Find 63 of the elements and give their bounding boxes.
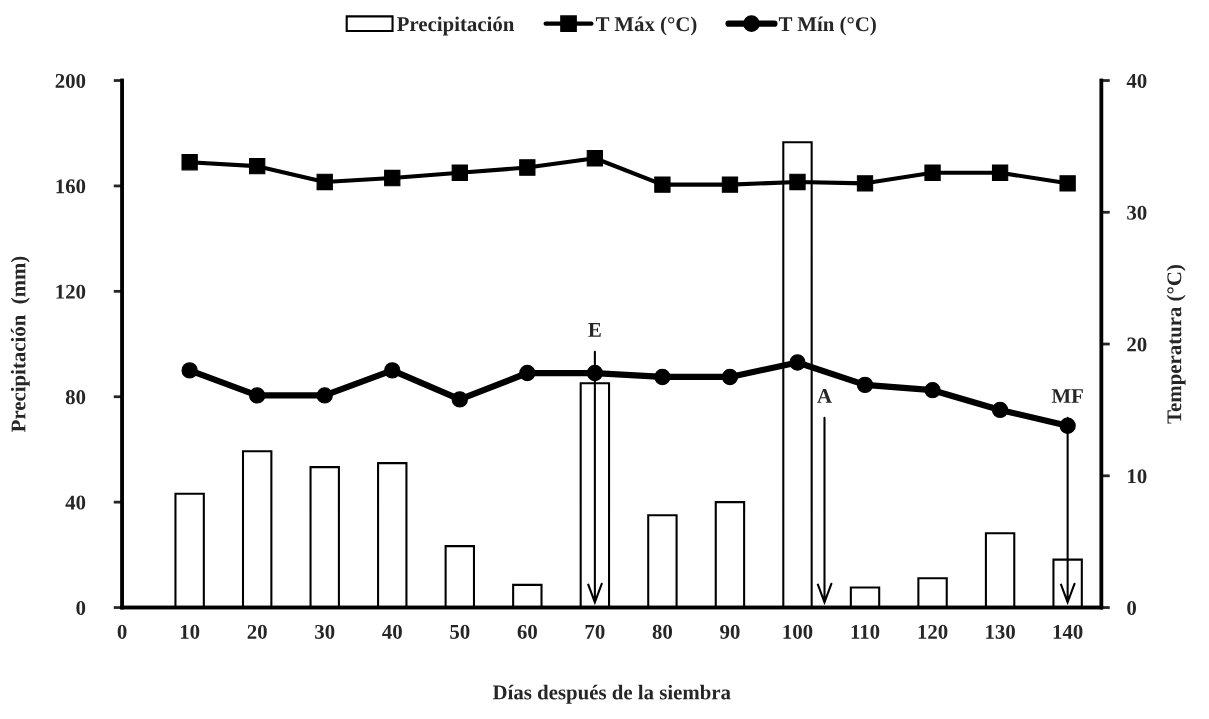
point bbox=[856, 175, 874, 192]
point bbox=[789, 173, 806, 191]
point bbox=[789, 354, 806, 371]
point bbox=[721, 368, 739, 386]
y2-axis-title: Temperatura (°C) bbox=[1166, 265, 1186, 424]
point bbox=[181, 362, 198, 379]
legend-label: Precipitación bbox=[397, 16, 515, 36]
point bbox=[451, 164, 468, 181]
point bbox=[384, 362, 401, 379]
point bbox=[654, 176, 671, 193]
legend-label: T Mín (°C) bbox=[778, 16, 876, 36]
x-tick-label: 20 bbox=[247, 624, 267, 639]
x-tick-label: 30 bbox=[315, 624, 335, 639]
point bbox=[249, 158, 266, 175]
x-tick-label: 60 bbox=[517, 624, 537, 639]
x-tick-label: 90 bbox=[720, 624, 740, 639]
y-tick-label: 120 bbox=[56, 284, 86, 299]
x-tick-label: 120 bbox=[918, 624, 948, 639]
y-tick-label: 200 bbox=[55, 73, 86, 88]
point bbox=[1059, 417, 1076, 434]
point bbox=[991, 164, 1009, 181]
point bbox=[991, 401, 1009, 419]
point bbox=[924, 164, 941, 181]
x-tick-label: 130 bbox=[986, 624, 1015, 639]
legend-label: T Máx (°C) bbox=[595, 16, 697, 36]
point bbox=[586, 150, 604, 167]
point bbox=[451, 391, 468, 408]
point bbox=[316, 173, 333, 191]
point bbox=[384, 169, 401, 187]
point bbox=[519, 159, 536, 176]
x-tick-label: 110 bbox=[851, 624, 880, 639]
point bbox=[316, 387, 333, 404]
ref-line-label: E bbox=[588, 323, 601, 337]
y2-tick-label: 30 bbox=[1127, 205, 1147, 220]
y2-tick-label: 40 bbox=[1126, 73, 1147, 88]
point bbox=[654, 368, 671, 386]
ref-line-label: MF bbox=[1051, 389, 1083, 403]
point bbox=[1059, 175, 1076, 192]
point bbox=[856, 376, 874, 394]
x-tick-label: 70 bbox=[585, 624, 605, 639]
y-axis-title: Precipitación (mm) bbox=[10, 256, 30, 433]
x-tick-label: 10 bbox=[180, 624, 200, 639]
y-tick-label: 80 bbox=[65, 390, 86, 405]
point bbox=[181, 154, 198, 171]
y2-tick-label: 20 bbox=[1127, 337, 1147, 352]
y-tick-label: 0 bbox=[76, 600, 86, 615]
x-tick-label: 100 bbox=[783, 624, 813, 639]
x-tick-label: 80 bbox=[652, 624, 673, 639]
x-tick-label: 0 bbox=[117, 624, 127, 639]
point bbox=[586, 364, 604, 382]
y2-tick-label: 10 bbox=[1128, 469, 1147, 484]
ref-line-label: A bbox=[817, 389, 832, 403]
x-axis-title: Días después de la siembra bbox=[492, 684, 731, 704]
point bbox=[249, 387, 266, 404]
point bbox=[924, 382, 941, 399]
point bbox=[721, 176, 739, 193]
x-tick-label: 50 bbox=[450, 624, 470, 639]
point bbox=[519, 364, 536, 382]
x-tick-label: 40 bbox=[382, 624, 402, 639]
y-tick-label: 160 bbox=[56, 179, 86, 194]
y-tick-label: 40 bbox=[65, 495, 86, 510]
x-tick-label: 140 bbox=[1053, 624, 1083, 639]
y2-tick-label: 0 bbox=[1127, 600, 1137, 615]
